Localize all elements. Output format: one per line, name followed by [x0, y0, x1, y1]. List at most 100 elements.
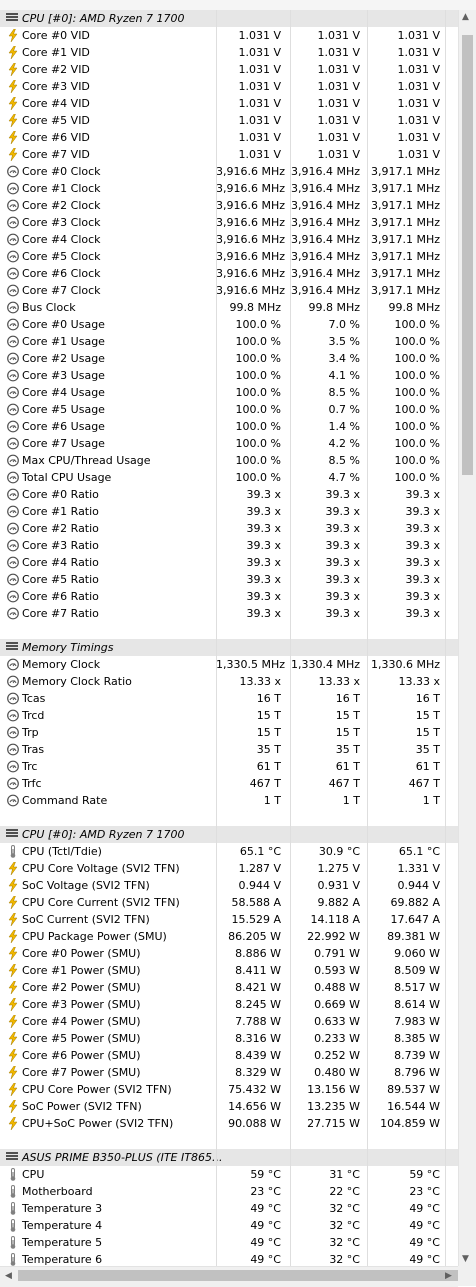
minimum-value: 0.931 V [317, 879, 360, 892]
sensor-row[interactable]: CPU+SoC Power (SVI2 TFN) 90.088 W 27.715 W… [0, 1115, 458, 1132]
column-divider [216, 911, 217, 928]
maximum-value: 16.544 W [387, 1100, 440, 1113]
sensor-row[interactable]: Core #3 VID 1.031 V 1.031 V 1.031 V [0, 78, 458, 95]
current-value: 39.3 x [246, 607, 282, 620]
section-header[interactable]: Memory Timings [0, 639, 458, 656]
column-divider [290, 707, 291, 724]
vertical-scroll-thumb[interactable] [462, 35, 473, 475]
sensor-row[interactable]: Core #0 VID 1.031 V 1.031 V 1.031 V [0, 27, 458, 44]
sensor-row[interactable]: Core #3 Power (SMU) 8.245 W 0.669 W 8.614 W [0, 996, 458, 1013]
sensor-row[interactable]: Core #4 Clock 3,916.6 MHz 3,916.4 MHz 3,917… [0, 231, 458, 248]
minimum-value: 32 °C [329, 1202, 360, 1215]
sensor-row[interactable]: Core #4 VID 1.031 V 1.031 V 1.031 V [0, 95, 458, 112]
sensor-row[interactable]: Memory Clock Ratio 13.33 x 13.33 x 13.33 x [0, 673, 458, 690]
sensor-row[interactable]: CPU (Tctl/Tdie) 65.1 °C 30.9 °C 65.1 °C [0, 843, 458, 860]
column-divider [367, 1200, 368, 1217]
column-divider [445, 384, 446, 401]
sensor-row[interactable]: Core #6 VID 1.031 V 1.031 V 1.031 V [0, 129, 458, 146]
sensor-row[interactable]: Tras 35 T 35 T 35 T [0, 741, 458, 758]
column-divider [367, 129, 368, 146]
sensor-row[interactable]: Core #0 Clock 3,916.6 MHz 3,916.4 MHz 3,917… [0, 163, 458, 180]
sensor-row[interactable]: SoC Current (SVI2 TFN) 15.529 A 14.118 A 17… [0, 911, 458, 928]
scroll-up-arrow-icon[interactable]: ▲ [462, 12, 469, 22]
sensor-row[interactable]: Command Rate 1 T 1 T 1 T [0, 792, 458, 809]
sensor-row[interactable]: Core #5 VID 1.031 V 1.031 V 1.031 V [0, 112, 458, 129]
scroll-down-arrow-icon[interactable]: ▼ [462, 1254, 469, 1264]
sensor-row[interactable]: Core #3 Ratio 39.3 x 39.3 x 39.3 x [0, 537, 458, 554]
sensor-row[interactable]: Core #6 Clock 3,916.6 MHz 3,916.4 MHz 3,917… [0, 265, 458, 282]
sensor-row[interactable]: CPU Core Voltage (SVI2 TFN) 1.287 V 1.275 … [0, 860, 458, 877]
sensor-row[interactable]: Core #7 Clock 3,916.6 MHz 3,916.4 MHz 3,917… [0, 282, 458, 299]
sensor-row[interactable]: CPU Core Power (SVI2 TFN) 75.432 W 13.156 … [0, 1081, 458, 1098]
sensor-row[interactable]: Core #3 Usage 100.0 % 4.1 % 100.0 % [0, 367, 458, 384]
horizontal-scroll-thumb[interactable] [18, 1270, 458, 1281]
sensor-row[interactable]: Core #6 Power (SMU) 8.439 W 0.252 W 8.739 W [0, 1047, 458, 1064]
sensor-row[interactable]: Core #0 Power (SMU) 8.886 W 0.791 W 9.060 W [0, 945, 458, 962]
sensor-row[interactable]: Core #7 Power (SMU) 8.329 W 0.480 W 8.796 W [0, 1064, 458, 1081]
sensor-row[interactable]: Trp 15 T 15 T 15 T [0, 724, 458, 741]
sensor-row[interactable]: Core #1 VID 1.031 V 1.031 V 1.031 V [0, 44, 458, 61]
sensor-row[interactable]: Total CPU Usage 100.0 % 4.7 % 100.0 % [0, 469, 458, 486]
sensor-row[interactable]: Core #5 Clock 3,916.6 MHz 3,916.4 MHz 3,917… [0, 248, 458, 265]
column-divider [367, 979, 368, 996]
sensor-row[interactable]: Core #5 Usage 100.0 % 0.7 % 100.0 % [0, 401, 458, 418]
sensor-row[interactable]: Core #0 Ratio 39.3 x 39.3 x 39.3 x [0, 486, 458, 503]
sensor-row[interactable]: Motherboard 23 °C 22 °C 23 °C [0, 1183, 458, 1200]
sensor-row[interactable]: Temperature 4 49 °C 32 °C 49 °C [0, 1217, 458, 1234]
sensor-row[interactable]: Core #2 Ratio 39.3 x 39.3 x 39.3 x [0, 520, 458, 537]
sensor-row[interactable]: Core #0 Usage 100.0 % 7.0 % 100.0 % [0, 316, 458, 333]
sensor-row[interactable]: Core #4 Power (SMU) 7.788 W 0.633 W 7.983 W [0, 1013, 458, 1030]
sensor-row[interactable]: Core #2 Usage 100.0 % 3.4 % 100.0 % [0, 350, 458, 367]
sensor-row[interactable]: Core #6 Usage 100.0 % 1.4 % 100.0 % [0, 418, 458, 435]
sensor-row[interactable]: Core #1 Usage 100.0 % 3.5 % 100.0 % [0, 333, 458, 350]
sensor-row[interactable]: Trcd 15 T 15 T 15 T [0, 707, 458, 724]
sensor-row[interactable]: Core #2 Power (SMU) 8.421 W 0.488 W 8.517 W [0, 979, 458, 996]
sensor-row[interactable]: Core #4 Ratio 39.3 x 39.3 x 39.3 x [0, 554, 458, 571]
current-value: 39.3 x [246, 556, 282, 569]
sensor-row[interactable]: SoC Voltage (SVI2 TFN) 0.944 V 0.931 V 0.94… [0, 877, 458, 894]
sensor-row[interactable]: Core #4 Usage 100.0 % 8.5 % 100.0 % [0, 384, 458, 401]
sensor-row[interactable]: Core #1 Clock 3,916.6 MHz 3,916.4 MHz 3,917… [0, 180, 458, 197]
sensor-row[interactable]: CPU Package Power (SMU) 86.205 W 22.992 W 8… [0, 928, 458, 945]
section-header[interactable]: CPU [#0]: AMD Ryzen 7 1700 [0, 10, 458, 27]
sensor-row[interactable]: Core #1 Power (SMU) 8.411 W 0.593 W 8.509 W [0, 962, 458, 979]
sensor-row[interactable]: Core #1 Ratio 39.3 x 39.3 x 39.3 x [0, 503, 458, 520]
sensor-row[interactable]: Trc 61 T 61 T 61 T [0, 758, 458, 775]
sensor-row[interactable]: Trfc 467 T 467 T 467 T [0, 775, 458, 792]
sensor-row[interactable]: Memory Clock 1,330.5 MHz 1,330.4 MHz 1,330.… [0, 656, 458, 673]
sensor-row[interactable]: Core #5 Power (SMU) 8.316 W 0.233 W 8.385 W [0, 1030, 458, 1047]
sensor-row[interactable]: CPU Core Current (SVI2 TFN) 58.588 A 9.882… [0, 894, 458, 911]
sensor-row[interactable]: Core #5 Ratio 39.3 x 39.3 x 39.3 x [0, 571, 458, 588]
sensor-row[interactable]: Core #6 Ratio 39.3 x 39.3 x 39.3 x [0, 588, 458, 605]
scroll-right-arrow-icon[interactable]: ▶ [445, 1271, 452, 1281]
gauge-icon [7, 675, 19, 688]
sensor-row[interactable]: SoC Power (SVI2 TFN) 14.656 W 13.235 W 16.5… [0, 1098, 458, 1115]
section-header[interactable]: CPU [#0]: AMD Ryzen 7 1700 [0, 826, 458, 843]
thermometer-icon [7, 845, 19, 858]
sensor-row[interactable]: Core #2 VID 1.031 V 1.031 V 1.031 V [0, 61, 458, 78]
gauge-icon [7, 182, 19, 195]
sensor-row[interactable]: CPU 59 °C 31 °C 59 °C [0, 1166, 458, 1183]
sensor-row[interactable]: Max CPU/Thread Usage 100.0 % 8.5 % 100.0 % [0, 452, 458, 469]
sensor-row[interactable]: Temperature 6 49 °C 32 °C 49 °C [0, 1251, 458, 1266]
sensor-row[interactable]: Core #7 Usage 100.0 % 4.2 % 100.0 % [0, 435, 458, 452]
column-divider [367, 112, 368, 129]
sensor-row[interactable]: Core #2 Clock 3,916.6 MHz 3,916.4 MHz 3,917… [0, 197, 458, 214]
sensor-row[interactable]: Core #7 Ratio 39.3 x 39.3 x 39.3 x [0, 605, 458, 622]
scroll-left-arrow-icon[interactable]: ◀ [5, 1271, 12, 1281]
column-divider [290, 1149, 291, 1166]
sensor-row[interactable]: Core #3 Clock 3,916.6 MHz 3,916.4 MHz 3,917… [0, 214, 458, 231]
sensor-label: CPU Core Power (SVI2 TFN) [22, 1083, 172, 1096]
column-divider [367, 690, 368, 707]
maximum-value: 15 T [415, 709, 440, 722]
column-divider [290, 350, 291, 367]
column-divider [367, 537, 368, 554]
sensor-row[interactable]: Bus Clock 99.8 MHz 99.8 MHz 99.8 MHz [0, 299, 458, 316]
column-divider [445, 996, 446, 1013]
sensor-row[interactable]: Core #7 VID 1.031 V 1.031 V 1.031 V [0, 146, 458, 163]
section-header[interactable]: ASUS PRIME B350-PLUS (ITE IT865... [0, 1149, 458, 1166]
sensor-row[interactable]: Temperature 3 49 °C 32 °C 49 °C [0, 1200, 458, 1217]
column-divider [216, 894, 217, 911]
sensor-row[interactable]: Temperature 5 49 °C 32 °C 49 °C [0, 1234, 458, 1251]
sensor-row[interactable]: Tcas 16 T 16 T 16 T [0, 690, 458, 707]
